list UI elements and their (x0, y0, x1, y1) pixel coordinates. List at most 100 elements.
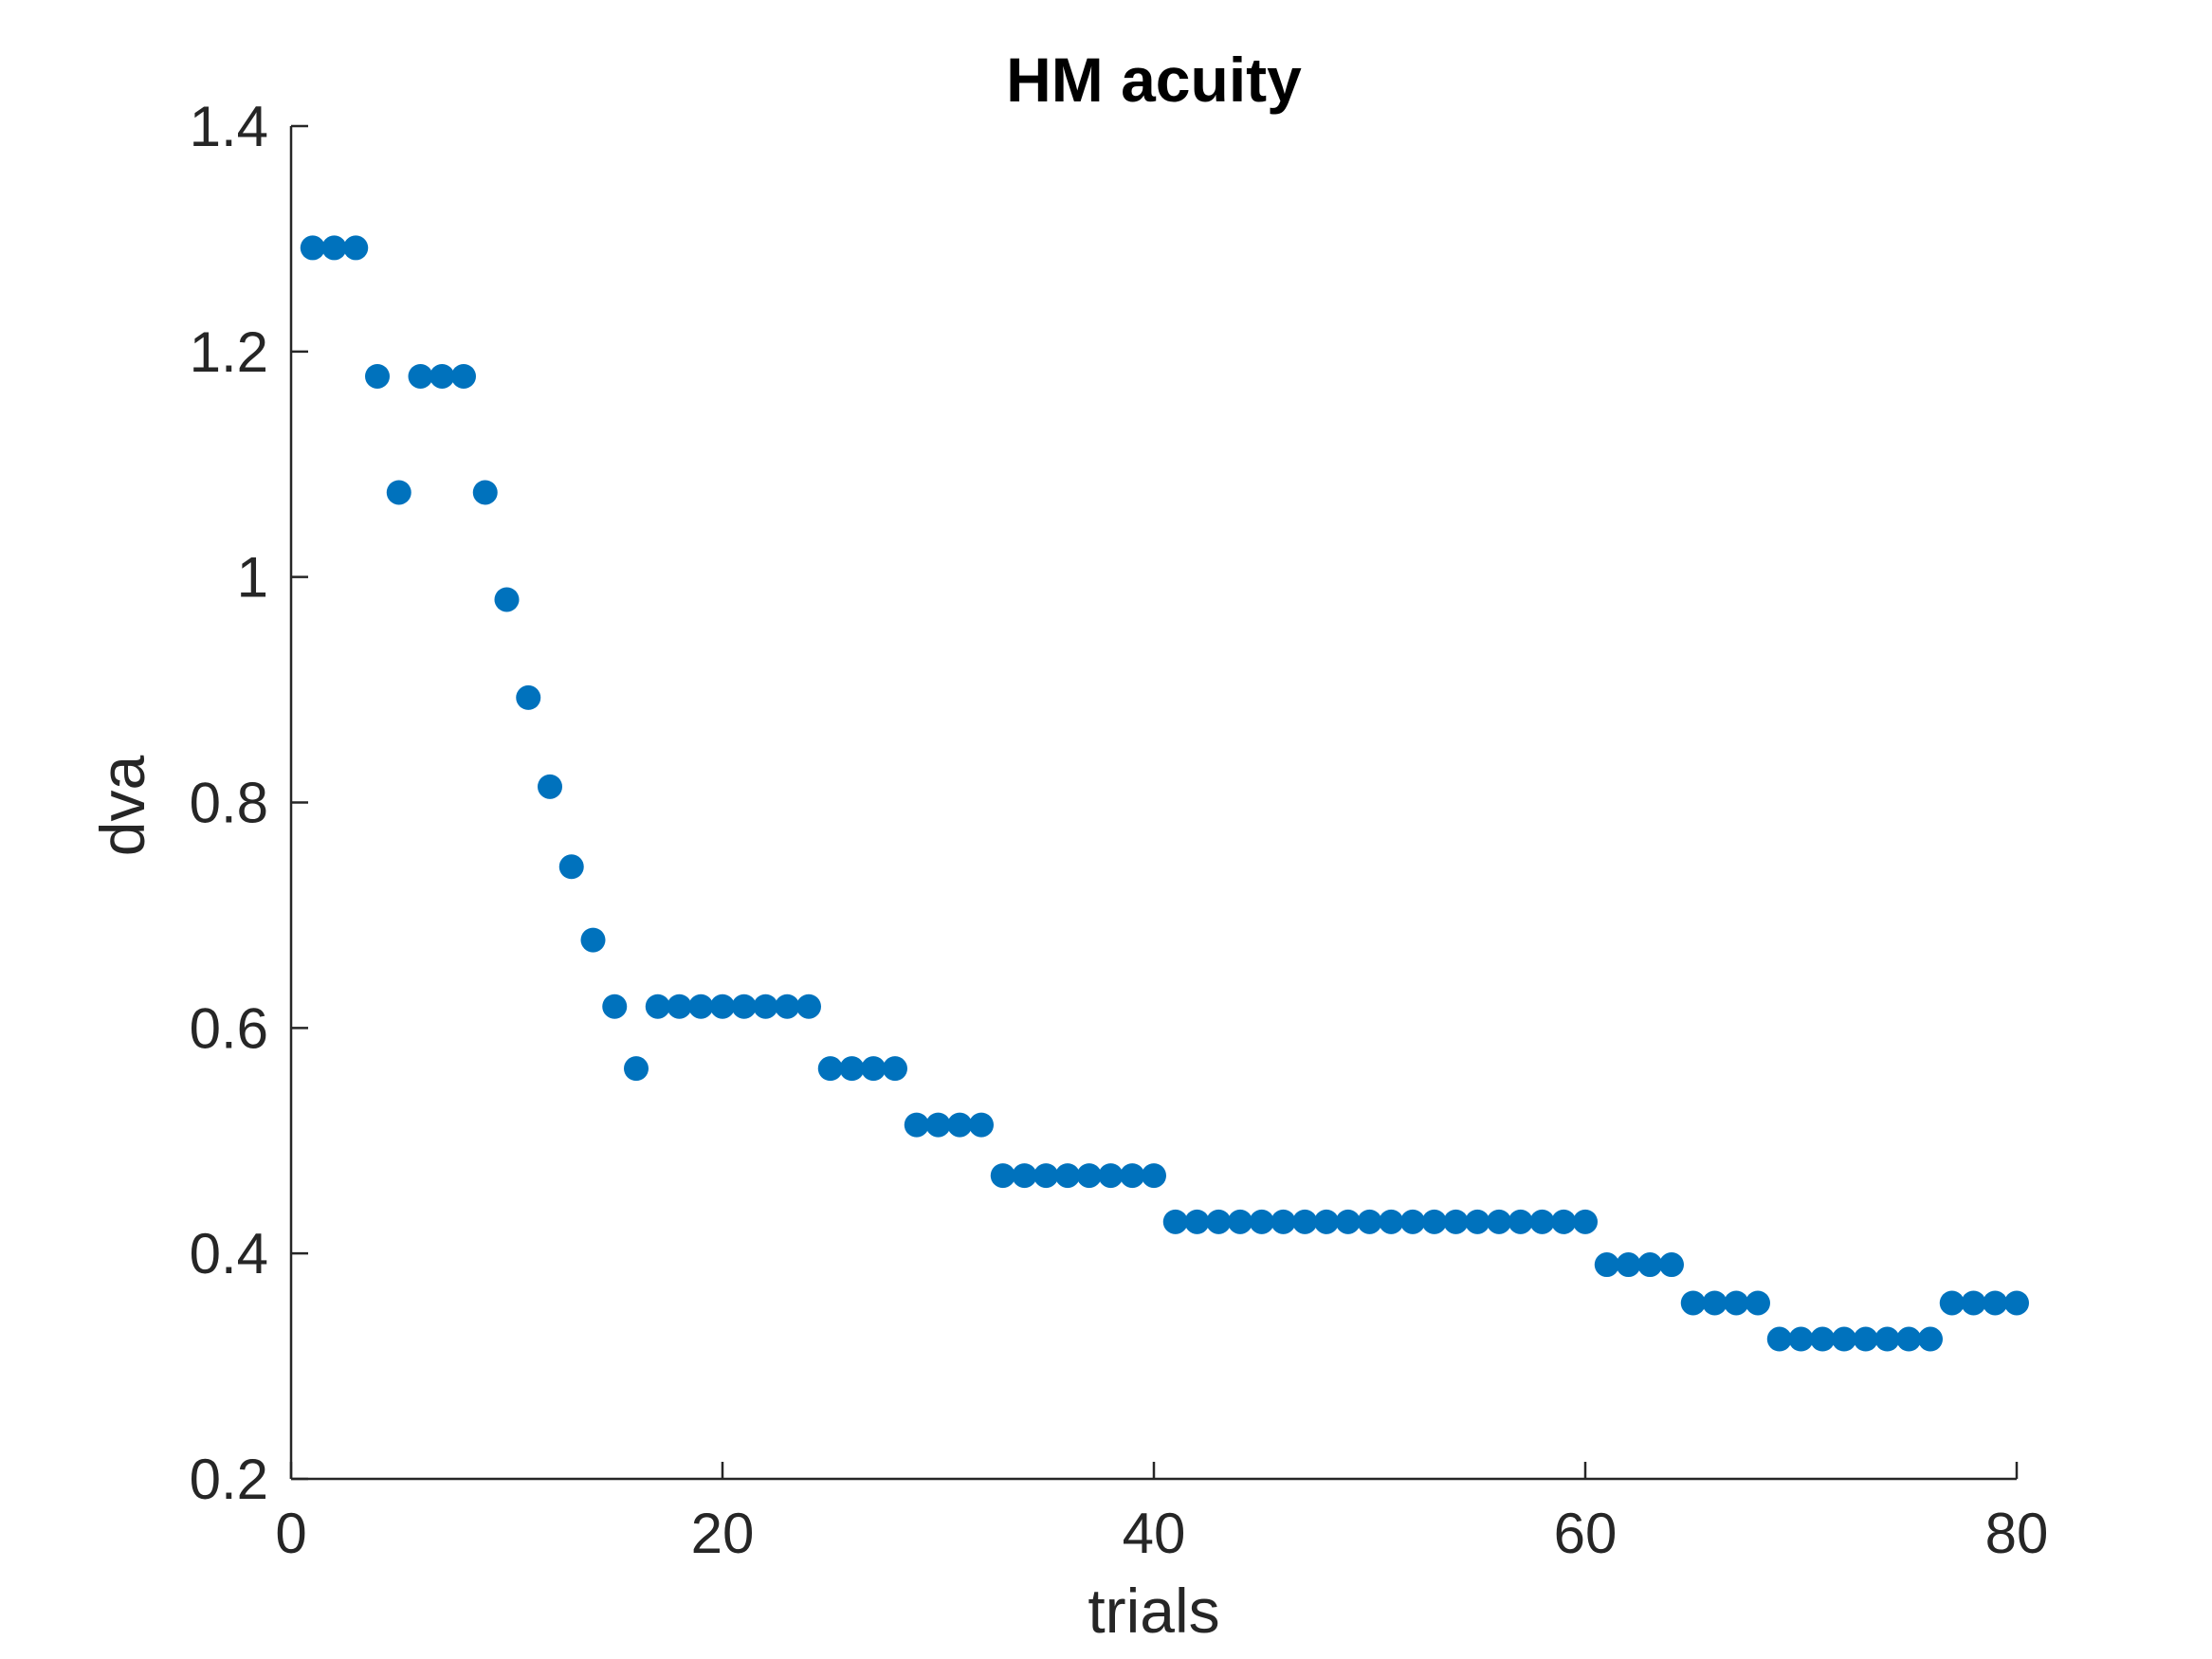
y-tick-label: 0.4 (190, 1222, 268, 1285)
data-point (321, 235, 347, 261)
data-point (2004, 1290, 2029, 1316)
data-point (710, 994, 735, 1019)
data-point (624, 1056, 649, 1082)
data-point (1594, 1252, 1619, 1278)
y-axis-label: dva (87, 756, 157, 857)
x-tick-label: 40 (1123, 1502, 1186, 1565)
data-point (1487, 1209, 1511, 1234)
y-tick-label: 0.8 (190, 772, 268, 835)
data-point (1335, 1209, 1361, 1234)
data-point (1098, 1163, 1124, 1189)
data-point (1551, 1209, 1577, 1234)
data-point (775, 994, 800, 1019)
data-point (1228, 1209, 1252, 1234)
data-point (883, 1056, 907, 1082)
data-points (300, 235, 2029, 1352)
data-point (1249, 1209, 1274, 1234)
data-point (430, 363, 455, 389)
data-point (1314, 1209, 1339, 1234)
data-point (1983, 1290, 2008, 1316)
data-point (365, 363, 390, 389)
data-point (538, 774, 562, 799)
y-tick-label: 1.2 (190, 320, 268, 384)
data-point (1292, 1209, 1318, 1234)
data-point (1659, 1252, 1684, 1278)
data-point (1853, 1326, 1878, 1352)
data-point (1012, 1163, 1037, 1189)
data-point (1702, 1290, 1728, 1316)
data-point (667, 994, 692, 1019)
data-point (1832, 1326, 1856, 1352)
data-point (861, 1056, 887, 1082)
data-point (1529, 1209, 1555, 1234)
data-point (1766, 1326, 1792, 1352)
data-point (472, 480, 498, 505)
data-point (1746, 1290, 1770, 1316)
data-point (1896, 1326, 1922, 1352)
data-point (947, 1112, 973, 1138)
data-point (1033, 1163, 1059, 1189)
data-point (1142, 1163, 1166, 1189)
data-point (1421, 1209, 1447, 1234)
data-point (1939, 1290, 1965, 1316)
data-point (1357, 1209, 1382, 1234)
data-point (1206, 1209, 1232, 1234)
data-point (1465, 1209, 1490, 1234)
data-point (753, 994, 778, 1019)
data-point (1508, 1209, 1533, 1234)
x-tick-label: 0 (275, 1502, 306, 1565)
data-point (1573, 1209, 1598, 1234)
data-point (602, 994, 628, 1019)
data-point (494, 587, 520, 612)
data-point (1724, 1290, 1749, 1316)
data-point (817, 1056, 843, 1082)
data-point (1637, 1252, 1663, 1278)
data-point (1616, 1252, 1641, 1278)
data-point (1055, 1163, 1080, 1189)
data-point (839, 1056, 865, 1082)
axes (289, 126, 2017, 1481)
data-point (904, 1112, 929, 1138)
data-point (925, 1112, 951, 1138)
data-point (1788, 1326, 1814, 1352)
data-point (1184, 1209, 1210, 1234)
data-point (1918, 1326, 1943, 1352)
ticks: 0 20 40 60 80 0.2 0.4 0.6 0.8 1 1.2 1.4 (190, 95, 2049, 1565)
data-point (990, 1163, 1015, 1189)
data-point (1379, 1209, 1404, 1234)
data-point (731, 994, 757, 1019)
data-point (580, 927, 606, 953)
data-point (516, 684, 541, 710)
data-point (1680, 1290, 1706, 1316)
data-point (1162, 1209, 1188, 1234)
data-point (300, 235, 325, 261)
data-point (1874, 1326, 1900, 1352)
data-point (969, 1112, 994, 1138)
data-point (343, 235, 369, 261)
data-point (1961, 1290, 1986, 1316)
chart-title: HM acuity (1006, 45, 1302, 115)
data-point (1076, 1163, 1102, 1189)
x-tick-label: 80 (1985, 1502, 2049, 1565)
y-tick-label: 0.6 (190, 996, 268, 1060)
x-tick-label: 60 (1554, 1502, 1618, 1565)
data-point (1400, 1209, 1425, 1234)
data-point (1443, 1209, 1469, 1234)
data-point (408, 363, 433, 389)
y-tick-label: 1 (237, 546, 268, 610)
data-point (796, 994, 821, 1019)
data-point (1120, 1163, 1145, 1189)
data-point (1271, 1209, 1296, 1234)
data-point (645, 994, 670, 1019)
data-point (558, 854, 584, 880)
data-point (688, 994, 714, 1019)
x-axis-label: trials (1088, 1576, 1219, 1646)
y-tick-label: 1.4 (190, 95, 268, 158)
y-tick-label: 0.2 (190, 1448, 268, 1511)
x-tick-label: 20 (691, 1502, 755, 1565)
data-point (386, 480, 411, 505)
data-point (1810, 1326, 1836, 1352)
data-point (451, 363, 476, 389)
